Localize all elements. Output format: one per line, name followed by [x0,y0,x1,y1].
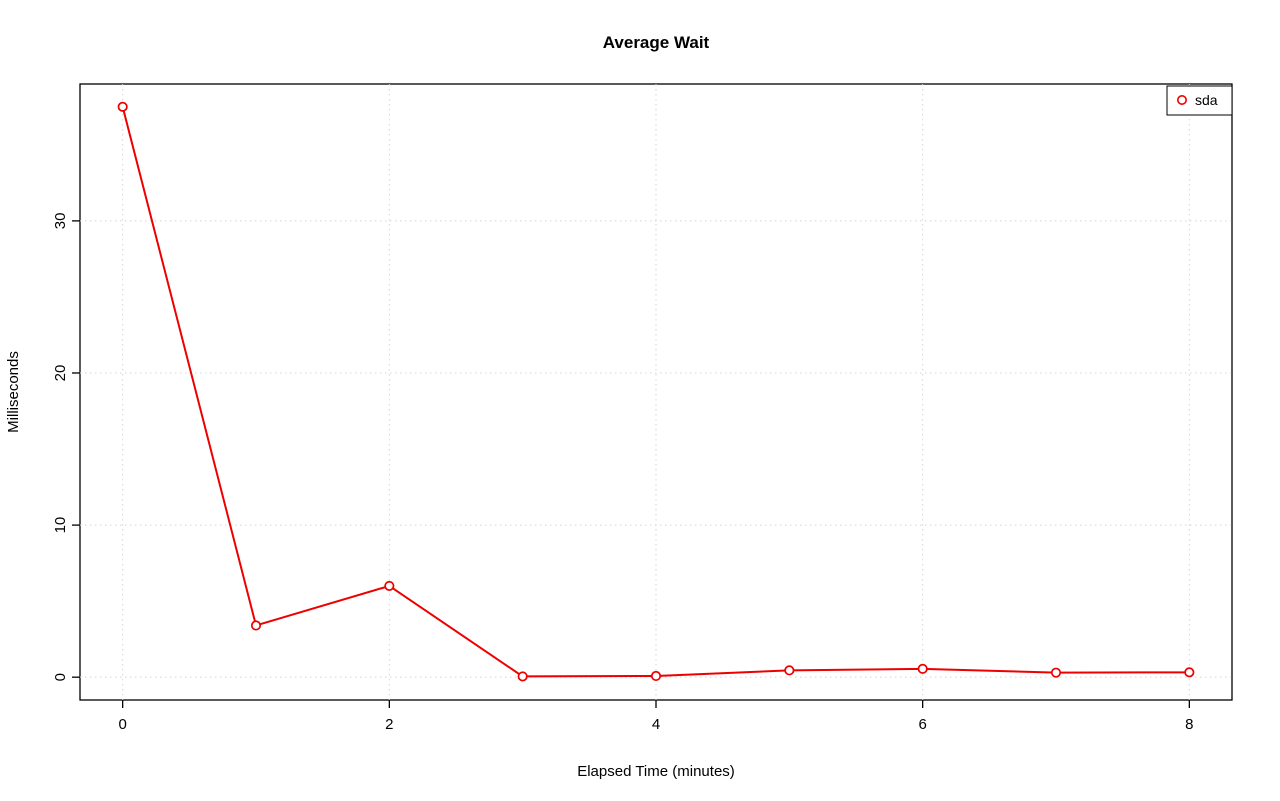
data-point [1184,667,1195,678]
data-point [784,665,795,676]
legend-marker-icon [1177,95,1188,106]
axis-ticks [72,220,1190,708]
data-point [917,663,928,674]
series-group [117,101,1195,682]
axis-tick-labels: 0 2 4 6 8 0 10 20 30 [52,213,1194,733]
y-tick-label: 30 [52,213,69,230]
plot-border [79,83,1233,701]
x-tick-label: 8 [1185,716,1193,733]
data-point [384,580,395,591]
x-tick-label: 2 [385,716,393,733]
x-tick-label: 4 [652,716,660,733]
data-point [250,620,262,631]
y-axis-label: Milliseconds [5,351,22,433]
data-point [1050,667,1062,678]
data-point [517,671,528,682]
y-tick-label: 0 [52,673,69,681]
y-tick-label: 10 [52,517,69,534]
series-line [121,105,1191,678]
y-tick-label: 20 [52,365,69,382]
x-tick-label: 6 [918,716,926,733]
chart-title: Average Wait [603,33,710,52]
x-axis-label: Elapsed Time (minutes) [577,763,735,780]
gridlines [80,84,1232,700]
legend-series-label: sda [1195,92,1218,108]
data-point [117,101,128,112]
x-tick-label: 0 [118,716,126,733]
data-point [650,670,662,682]
legend: sda [1166,85,1233,116]
